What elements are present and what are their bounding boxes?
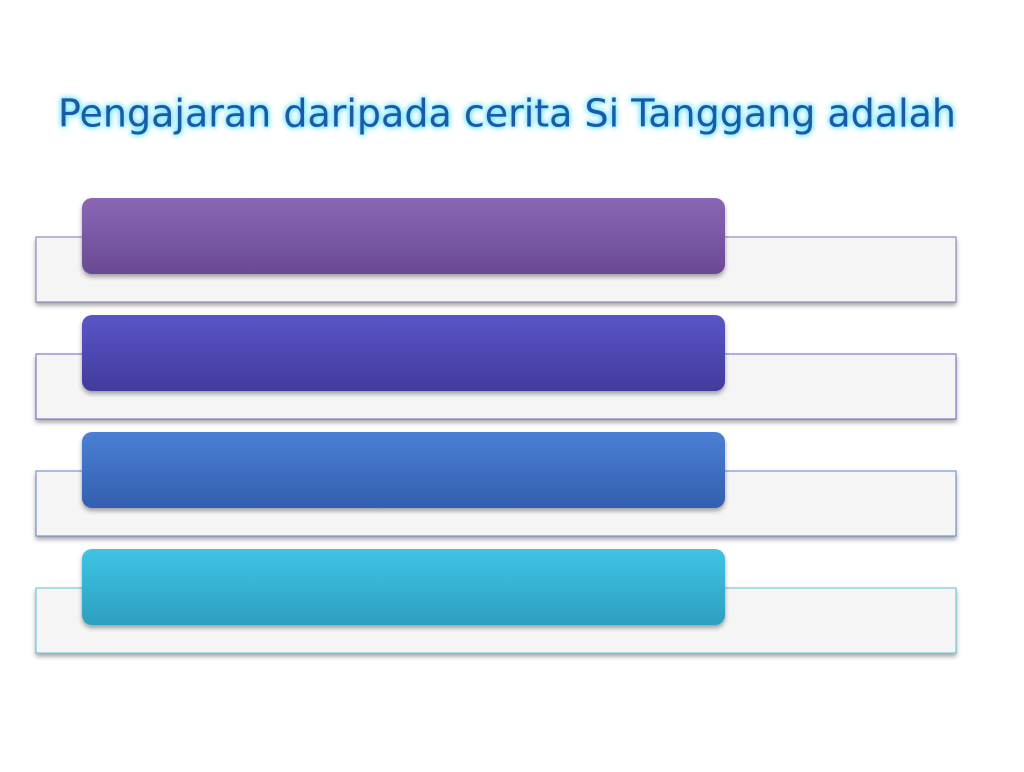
row-tab xyxy=(82,432,725,508)
list-row xyxy=(35,315,957,420)
row-tab xyxy=(82,198,725,274)
row-tab xyxy=(82,315,725,391)
list-row xyxy=(35,549,957,654)
list-row xyxy=(35,198,957,303)
list-row xyxy=(35,432,957,537)
slide-title: Pengajaran daripada cerita Si Tanggang a… xyxy=(58,92,956,136)
row-tab xyxy=(82,549,725,625)
